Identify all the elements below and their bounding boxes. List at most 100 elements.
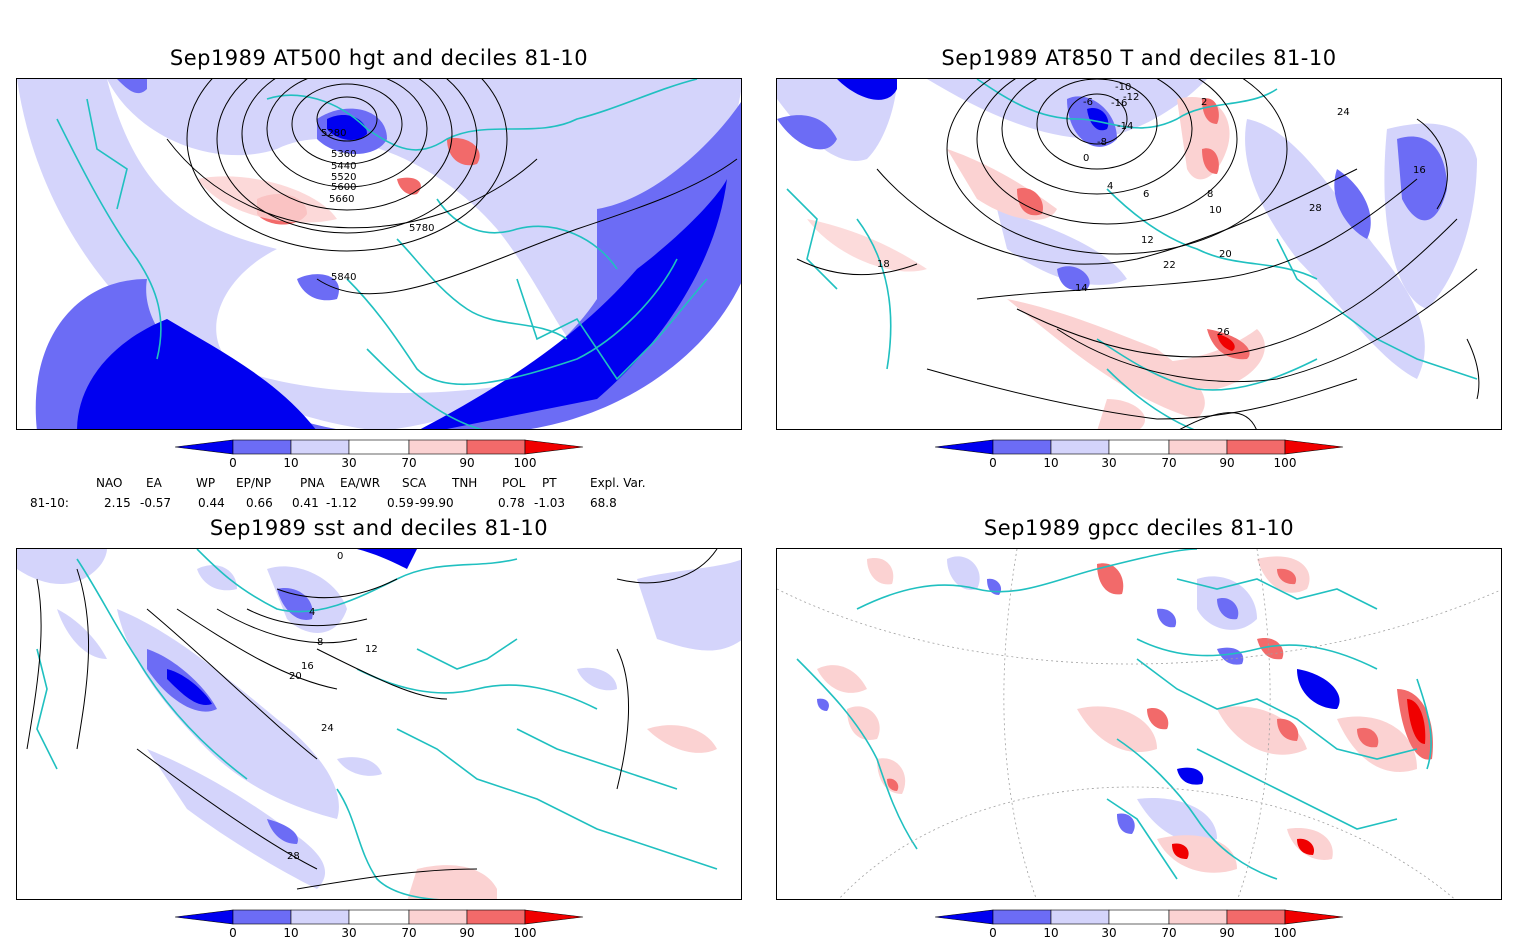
index-header: NAO (96, 476, 123, 490)
index-header: EA/WR (340, 476, 381, 490)
colorbar-segment (1226, 439, 1286, 455)
index-header: SCA (402, 476, 427, 490)
colorbar-tick-label: 70 (401, 926, 416, 940)
colorbar-segment (1168, 439, 1228, 455)
contour-label: 14 (1075, 283, 1088, 294)
colorbar-segment (1050, 439, 1110, 455)
colorbar-graphic: 0 10 30 70 90 100 (174, 909, 584, 940)
index-header: WP (196, 476, 216, 490)
colorbar-segment (992, 909, 1052, 925)
colorbar-sst: 0 10 30 70 90 100 (174, 908, 585, 940)
sst-labels: 0 4 8 12 16 20 24 28 (287, 551, 378, 862)
map-panel-gpcc (776, 548, 1502, 900)
contour-label: -6 (1083, 97, 1093, 108)
contour-label: 5440 (331, 161, 356, 172)
colorbar-tick-label: 30 (1101, 456, 1116, 470)
coastlines (796, 549, 1432, 880)
colorbar-segment (408, 909, 468, 925)
index-header: PNA (300, 476, 325, 490)
temp-contours (796, 79, 1480, 429)
hgt-labels: 5280 5360 5440 5520 5600 5660 5780 5840 (321, 128, 434, 283)
colorbar-tick-label: 10 (283, 926, 298, 940)
contour-label: 20 (289, 671, 302, 682)
map-panel-t850: -10 -12 -14 -16 -8 -6 0 2 4 6 8 10 12 14… (776, 78, 1502, 430)
contour-label: 12 (1141, 235, 1154, 246)
colorbar-tick-label: 30 (341, 456, 356, 470)
map-sst: 0 4 8 12 16 20 24 28 (17, 549, 741, 899)
colorbar-segment (1108, 909, 1170, 925)
colorbar-segment (348, 909, 410, 925)
contour-label: 5780 (409, 223, 434, 234)
contour-label: 8 (1207, 189, 1213, 200)
teleconnection-index-table: NAO EA WP EP/NP PNA EA/WR SCA TNH POL PT… (0, 474, 700, 514)
index-header: Expl. Var. (590, 476, 646, 490)
precip-anomalies (817, 556, 1433, 873)
colorbar-segment (232, 439, 292, 455)
coastlines (36, 549, 718, 899)
contour-label: 5840 (331, 272, 356, 283)
index-value-pt: -1.03 (534, 496, 566, 510)
contour-label: 6 (1143, 189, 1149, 200)
colorbar-segment (934, 439, 994, 455)
panel-title-t850: Sep1989 AT850 T and deciles 81-10 (941, 46, 1337, 70)
colorbar-graphic: 0 10 30 70 90 100 (934, 909, 1344, 940)
colorbar-hgt: 0 10 30 70 90 100 (174, 438, 585, 478)
contour-label: 0 (337, 551, 343, 562)
index-value-tnh: -99.90 (415, 496, 454, 510)
graticule (777, 549, 1501, 899)
contour-label: 5280 (321, 128, 346, 139)
colorbar-tick-label: 10 (1043, 926, 1058, 940)
contour-label: 5600 (331, 182, 356, 193)
colorbar-segment (992, 439, 1052, 455)
index-row-label: 81-10: (30, 496, 69, 510)
contour-label: 5660 (329, 194, 354, 205)
colorbar-tick-label: 0 (229, 926, 237, 940)
colorbar-tick-label: 0 (989, 456, 997, 470)
colorbar-gpcc: 0 10 30 70 90 100 (934, 908, 1345, 940)
colorbar-tick-label: 90 (1219, 926, 1234, 940)
colorbar-segment (466, 909, 526, 925)
contour-label: 12 (365, 644, 378, 655)
colorbar-segment (174, 439, 234, 455)
contour-label: -12 (1123, 92, 1139, 103)
map-panel-sst: 0 4 8 12 16 20 24 28 (16, 548, 742, 900)
contour-label: 26 (1217, 327, 1230, 338)
index-value-ea: -0.57 (140, 496, 172, 510)
colorbar-graphic: 0 10 30 70 90 100 (934, 439, 1344, 470)
colorbar-tick-label: 90 (1219, 456, 1234, 470)
index-value-eawr: -1.12 (326, 496, 358, 510)
index-header: POL (502, 476, 526, 490)
colorbar-segment (232, 909, 292, 925)
colorbar-segment (290, 909, 350, 925)
contour-label: 0 (1083, 153, 1089, 164)
colorbar-tick-label: 30 (341, 926, 356, 940)
contour-label: 16 (301, 661, 314, 672)
colorbar-segment (524, 909, 584, 925)
colorbar-segment (174, 909, 234, 925)
contour-label: 8 (317, 637, 323, 648)
contour-label: 24 (321, 723, 334, 734)
contour-label: 24 (1337, 107, 1350, 118)
colorbar-tick-label: 0 (229, 456, 237, 470)
contour-label: 4 (309, 607, 315, 618)
contour-label: -10 (1115, 82, 1131, 93)
contour-label: 28 (287, 851, 300, 862)
contour-label: -8 (1097, 137, 1107, 148)
colorbar-segment (466, 439, 526, 455)
colorbar-segment (1168, 909, 1228, 925)
colorbar-tick-label: 90 (459, 456, 474, 470)
contour-label: 16 (1413, 165, 1426, 176)
colorbar-t850: 0 10 30 70 90 100 (934, 438, 1345, 478)
colorbar-segment (1284, 439, 1344, 455)
contour-label: 10 (1209, 205, 1222, 216)
t850-labels: -10 -12 -14 -16 -8 -6 0 2 4 6 8 10 12 14… (877, 82, 1426, 338)
panel-title-sst: Sep1989 sst and deciles 81-10 (209, 516, 549, 540)
colorbar-tick-label: 70 (1161, 926, 1176, 940)
contour-label: 22 (1163, 260, 1176, 271)
index-header: EP/NP (236, 476, 272, 490)
colorbar-segment (348, 439, 410, 455)
index-value-wp: 0.44 (198, 496, 225, 510)
colorbar-tick-label: 70 (1161, 456, 1176, 470)
height-contours (166, 79, 738, 295)
sst-contours (26, 549, 718, 890)
